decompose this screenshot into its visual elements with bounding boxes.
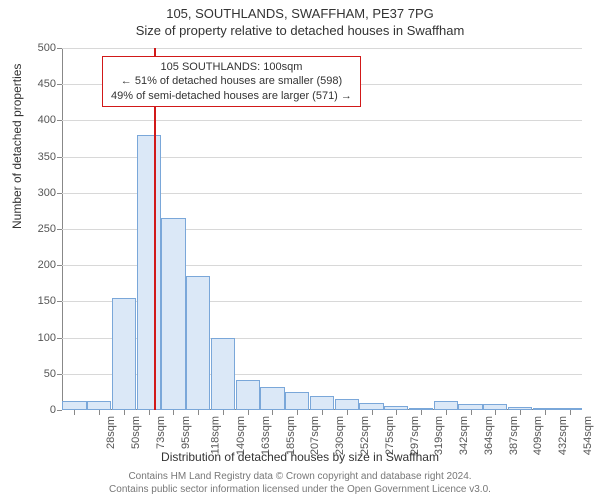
x-tick-mark xyxy=(173,410,174,415)
callout-line-3: 49% of semi-detached houses are larger (… xyxy=(111,89,352,103)
x-tick-label: 28sqm xyxy=(105,416,117,449)
y-tick-label: 350 xyxy=(24,151,56,163)
y-tick-mark xyxy=(57,120,62,121)
histogram-bar xyxy=(62,401,86,410)
histogram-bar xyxy=(186,276,210,410)
x-tick-mark xyxy=(74,410,75,415)
y-tick-label: 450 xyxy=(24,78,56,90)
histogram-bar xyxy=(285,392,309,410)
y-tick-label: 250 xyxy=(24,223,56,235)
x-tick-mark xyxy=(372,410,373,415)
x-tick-mark xyxy=(545,410,546,415)
x-tick-mark xyxy=(223,410,224,415)
grid-line xyxy=(62,48,582,49)
callout-line-2: ← 51% of detached houses are smaller (59… xyxy=(111,74,352,88)
y-tick-mark xyxy=(57,338,62,339)
footer-line-2: Contains public sector information licen… xyxy=(0,484,600,497)
x-tick-mark xyxy=(446,410,447,415)
histogram-bar xyxy=(211,338,235,410)
footer-attribution: Contains HM Land Registry data © Crown c… xyxy=(0,471,600,496)
histogram-bar xyxy=(310,396,334,410)
marker-callout: 105 SOUTHLANDS: 100sqm← 51% of detached … xyxy=(102,56,361,107)
histogram-bar xyxy=(87,401,111,410)
y-tick-label: 150 xyxy=(24,295,56,307)
y-tick-mark xyxy=(57,410,62,411)
x-tick-label: 95sqm xyxy=(180,416,192,449)
x-tick-mark xyxy=(198,410,199,415)
x-tick-mark xyxy=(421,410,422,415)
x-tick-label: 118sqm xyxy=(210,416,222,454)
x-axis-label: Distribution of detached houses by size … xyxy=(0,450,600,464)
x-tick-mark xyxy=(272,410,273,415)
histogram-bar xyxy=(137,135,161,410)
y-tick-mark xyxy=(57,84,62,85)
y-tick-mark xyxy=(57,301,62,302)
y-tick-mark xyxy=(57,193,62,194)
x-tick-mark xyxy=(99,410,100,415)
y-tick-label: 200 xyxy=(24,259,56,271)
y-tick-label: 100 xyxy=(24,332,56,344)
y-tick-mark xyxy=(57,48,62,49)
y-tick-label: 0 xyxy=(24,404,56,416)
y-tick-mark xyxy=(57,374,62,375)
histogram-bar xyxy=(434,401,458,410)
x-tick-mark xyxy=(471,410,472,415)
callout-line-1: 105 SOUTHLANDS: 100sqm xyxy=(111,60,352,74)
y-tick-mark xyxy=(57,265,62,266)
histogram-bar xyxy=(112,298,136,410)
page-title: 105, SOUTHLANDS, SWAFFHAM, PE37 7PG xyxy=(0,0,600,21)
x-tick-mark xyxy=(248,410,249,415)
histogram-bar xyxy=(359,403,383,410)
x-tick-mark xyxy=(520,410,521,415)
y-tick-label: 500 xyxy=(24,42,56,54)
x-tick-mark xyxy=(149,410,150,415)
x-tick-mark xyxy=(124,410,125,415)
x-tick-mark xyxy=(347,410,348,415)
x-tick-mark xyxy=(396,410,397,415)
footer-line-1: Contains HM Land Registry data © Crown c… xyxy=(0,471,600,484)
x-tick-label: 73sqm xyxy=(155,416,167,449)
page-subtitle: Size of property relative to detached ho… xyxy=(0,21,600,38)
histogram-bar xyxy=(161,218,185,410)
y-axis-label: Number of detached properties xyxy=(10,64,24,229)
y-tick-label: 50 xyxy=(24,368,56,380)
y-tick-mark xyxy=(57,157,62,158)
x-tick-mark xyxy=(297,410,298,415)
histogram-bar xyxy=(236,380,260,410)
histogram-bar xyxy=(260,387,284,410)
x-tick-mark xyxy=(322,410,323,415)
y-tick-label: 300 xyxy=(24,187,56,199)
x-tick-label: 50sqm xyxy=(130,416,142,449)
x-tick-mark xyxy=(495,410,496,415)
histogram-chart: 05010015020025030035040045050028sqm50sqm… xyxy=(62,48,582,410)
x-tick-mark xyxy=(570,410,571,415)
y-tick-label: 400 xyxy=(24,114,56,126)
grid-line xyxy=(62,120,582,121)
histogram-bar xyxy=(335,399,359,410)
y-tick-mark xyxy=(57,229,62,230)
